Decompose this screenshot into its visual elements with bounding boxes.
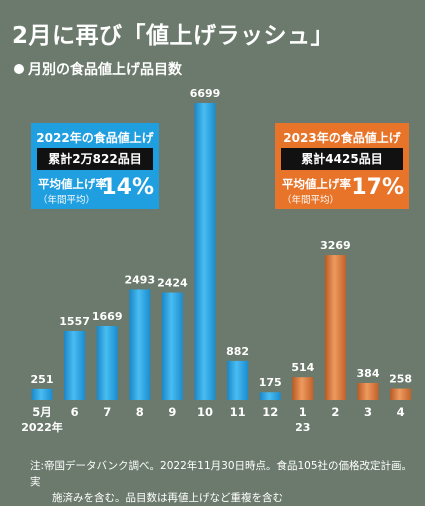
data-label: 1669	[92, 310, 123, 323]
x-tick-label: 7	[103, 405, 111, 419]
x-tick-label: 4	[397, 405, 405, 419]
footnote-line-2: 施済みを含む。品目数は再値上げなど重複を含む	[52, 492, 283, 504]
summary-box-2022: 2022年の食品値上げ 累計2万822品目 平均値上げ率 （年間平均） 14%	[31, 123, 159, 209]
summary-2023-rate-sub: （年間平均）	[282, 195, 340, 206]
data-label: 2493	[124, 273, 155, 286]
summary-2023-rate-value: 17%	[351, 175, 404, 200]
bar-2022-9	[161, 292, 183, 400]
data-label: 258	[389, 373, 412, 386]
data-label: 3269	[320, 239, 351, 252]
x-tick-label: 10	[197, 405, 213, 419]
x-tick-label: 5月	[32, 405, 52, 419]
x-tick-sublabel: 2022年	[21, 420, 63, 434]
x-tick-label: 12	[262, 405, 278, 419]
summary-2022-total: 累計2万822品目	[37, 148, 153, 170]
bar-2022-10	[194, 103, 216, 400]
data-label: 882	[226, 345, 249, 358]
bar-2023-2	[324, 255, 346, 400]
summary-2022-rate-value: 14%	[101, 175, 154, 200]
data-label: 384	[357, 367, 380, 380]
subtitle-text: 月別の食品値上げ品目数	[28, 62, 182, 78]
bullet-icon	[14, 64, 24, 74]
x-tick-label: 11	[230, 405, 246, 419]
x-tick-label: 6	[71, 405, 79, 419]
x-tick-sublabel: 23	[295, 421, 310, 434]
bar-2023-1	[292, 377, 314, 400]
data-label: 6699	[190, 87, 221, 100]
bar-2022-8	[129, 289, 151, 400]
summary-box-2023: 2023年の食品値上げ 累計4425品目 平均値上げ率 （年間平均） 17%	[275, 123, 409, 209]
data-label: 514	[291, 361, 314, 374]
x-tick-label: 8	[136, 405, 144, 419]
x-tick-label: 2	[331, 405, 339, 419]
bar-2023-3	[357, 382, 379, 400]
data-label: 251	[31, 373, 54, 386]
chart-subtitle: 月別の食品値上げ品目数	[14, 59, 182, 79]
footnote-line-1: 注:帝国データバンク調べ。2022年11月30日時点。食品105社の価格改定計画…	[30, 460, 413, 488]
bar-2022-11	[227, 360, 249, 400]
summary-2023-rate-label: 平均値上げ率	[282, 177, 351, 191]
bar-2023-4	[390, 388, 412, 400]
summary-2022-rate-label: 平均値上げ率	[38, 177, 107, 191]
summary-2022-title: 2022年の食品値上げ	[36, 131, 154, 145]
summary-2022-rate-sub: （年間平均）	[38, 195, 96, 206]
x-tick-label: 9	[168, 405, 176, 419]
summary-2023-total: 累計4425品目	[281, 148, 403, 170]
bar-2022-12	[259, 392, 281, 400]
data-label: 175	[259, 376, 282, 389]
summary-2023-title: 2023年の食品値上げ	[283, 131, 401, 145]
bar-2022-6	[64, 330, 86, 400]
bar-2022-5	[31, 388, 53, 400]
x-tick-label: 3	[364, 405, 372, 419]
data-label: 2424	[157, 277, 188, 290]
x-tick-label: 1	[299, 405, 307, 419]
data-label: 1557	[59, 315, 90, 328]
footnote: 注:帝国データバンク調べ。2022年11月30日時点。食品105社の価格改定計画…	[30, 458, 418, 506]
bar-2022-7	[96, 326, 118, 400]
chart-title: 2月に再び「値上げラッシュ」	[12, 23, 335, 49]
